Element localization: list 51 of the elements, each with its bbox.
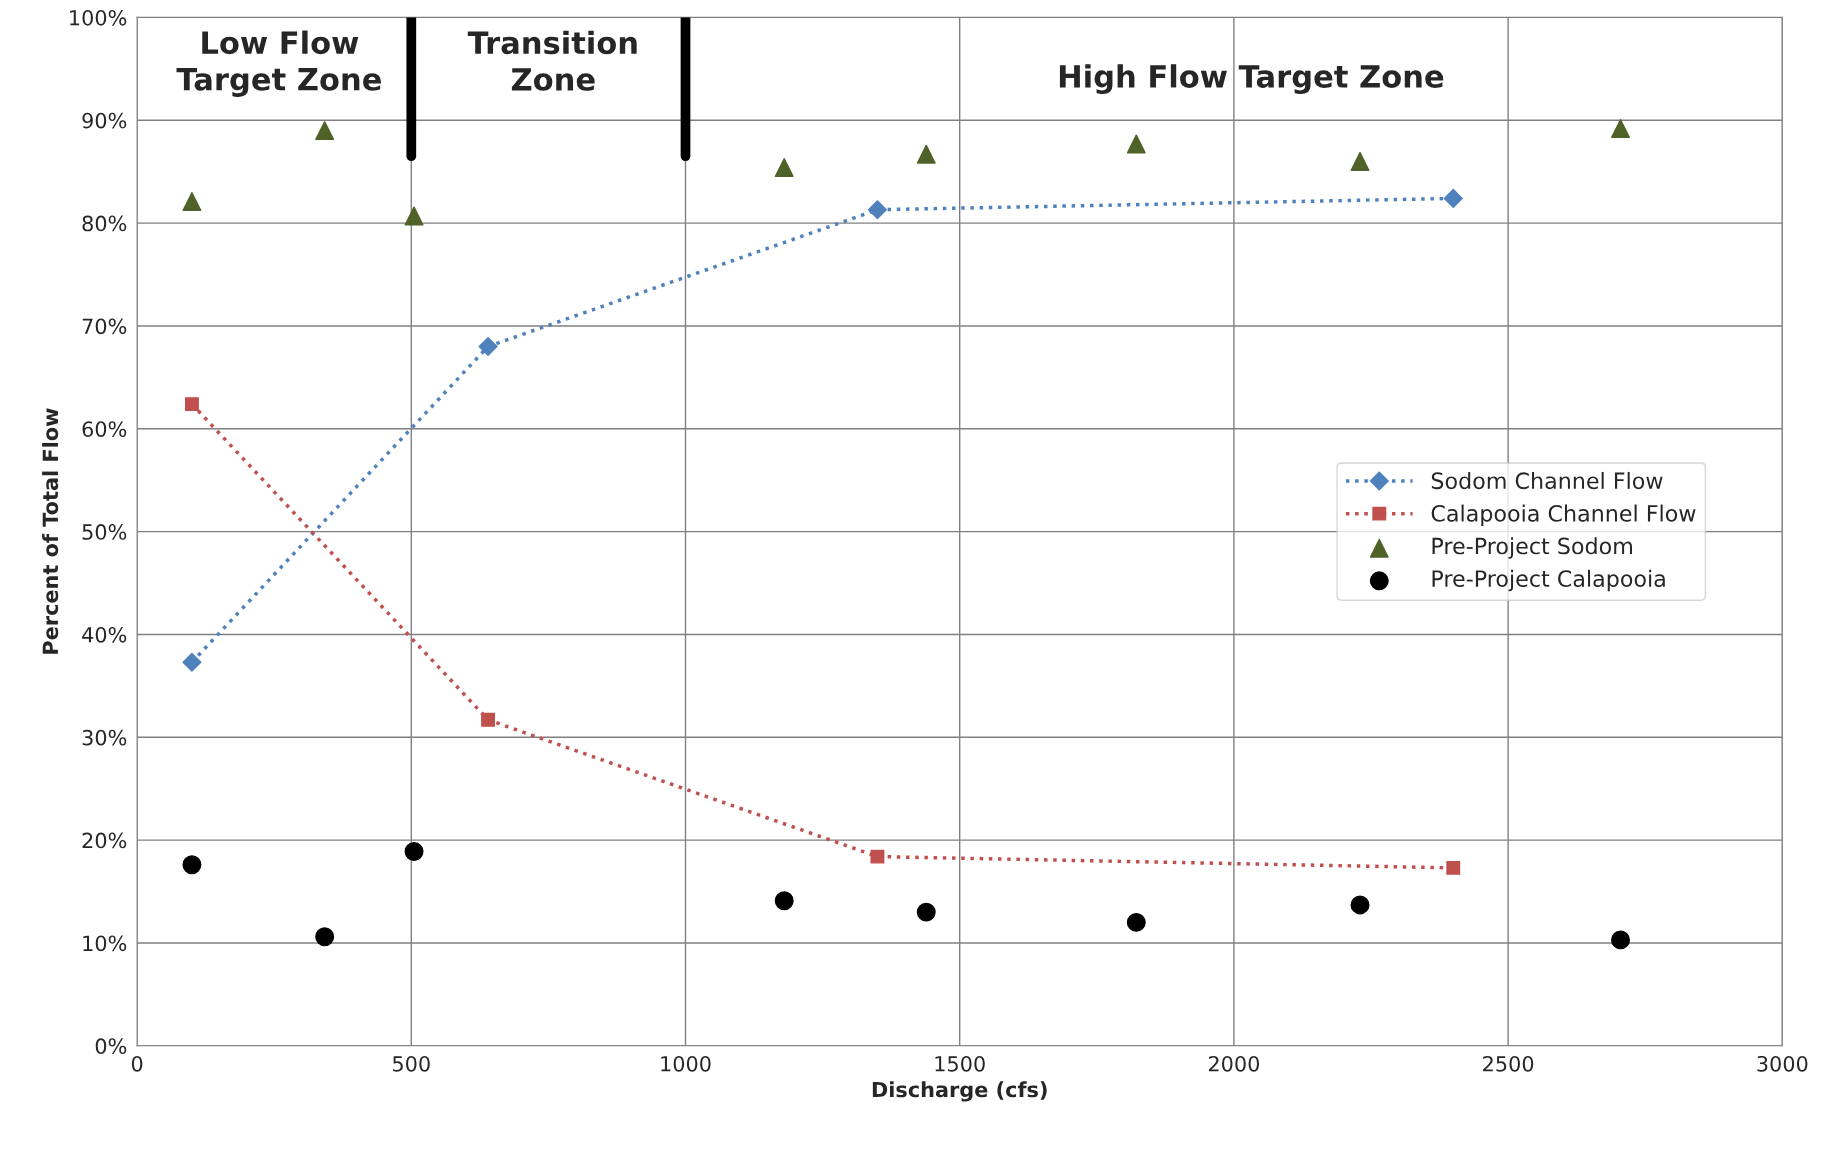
point	[870, 849, 885, 864]
point	[1350, 895, 1370, 915]
y-tick-label: 60%	[82, 421, 127, 437]
point	[184, 397, 199, 412]
point	[315, 927, 335, 947]
y-tick-label: 40%	[82, 626, 127, 643]
y-tick-label: 0%	[95, 1038, 127, 1055]
point	[1611, 119, 1631, 138]
point	[916, 902, 936, 922]
x-tick-label: 3000	[1757, 1055, 1808, 1072]
y-tick-label: 20%	[82, 832, 127, 849]
annotation: Transition Zone	[467, 30, 637, 91]
point	[182, 855, 202, 875]
y-tick-label: 10%	[83, 935, 127, 952]
point	[315, 121, 335, 141]
legend-label: Sodom Channel Flow	[1431, 471, 1663, 490]
point	[182, 652, 202, 672]
x-axis-title: Discharge (cfs)	[872, 1081, 1047, 1102]
point	[1350, 151, 1370, 171]
x-tick-label: 500	[393, 1055, 430, 1072]
point	[1446, 860, 1461, 875]
point	[1126, 134, 1146, 154]
point	[916, 144, 936, 164]
x-tick-label: 2500	[1483, 1055, 1534, 1072]
point	[774, 158, 794, 178]
annotation: Low Flow Target Zone	[176, 30, 381, 97]
legend-label: Pre-Project Calapooia	[1432, 569, 1665, 592]
legend-label: Pre-Project Sodom	[1432, 537, 1632, 559]
point	[404, 841, 424, 861]
x-tick-label: 1000	[661, 1055, 711, 1072]
y-tick-label: 30%	[82, 729, 127, 746]
point	[481, 712, 496, 727]
point	[478, 336, 498, 357]
point	[774, 891, 794, 911]
x-tick-label: 1500	[935, 1055, 985, 1072]
point	[182, 192, 202, 211]
point	[404, 206, 424, 226]
y-axis-title: Percent of Total Flow	[42, 408, 59, 654]
x-tick-label: 0	[131, 1055, 143, 1072]
annotation: High Flow Target Zone	[1059, 64, 1444, 95]
y-tick-label: 70%	[82, 318, 127, 335]
point	[1126, 912, 1146, 932]
point	[867, 200, 887, 220]
y-tick-label: 80%	[82, 215, 127, 232]
x-tick-label: 2000	[1208, 1055, 1260, 1072]
legend-label: Calapooia Channel Flow	[1431, 504, 1696, 527]
y-tick-label: 100%	[70, 9, 127, 26]
point	[1611, 930, 1631, 950]
y-tick-label: 50%	[82, 524, 127, 540]
point	[1443, 188, 1463, 208]
y-tick-label: 90%	[82, 112, 127, 129]
